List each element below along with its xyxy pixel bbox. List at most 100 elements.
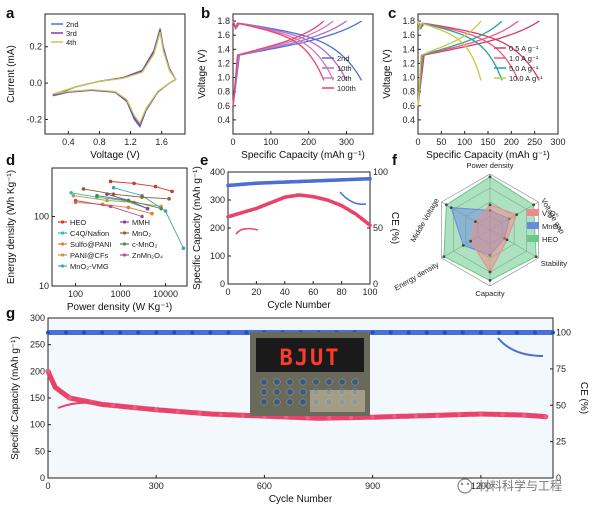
chart-g-ytick-label: 300 — [30, 313, 45, 323]
chart-d-point — [140, 214, 144, 219]
chart-g-xtick-label: 600 — [257, 481, 272, 491]
chart-e-xtick-label: 0 — [225, 287, 230, 297]
chart-g-ce-point — [136, 330, 141, 335]
chart-b-ytick-label: 1.2 — [217, 58, 230, 68]
chart-g-y2tick-label: 25 — [556, 437, 566, 447]
panel-label-b: b — [201, 5, 210, 22]
chart-d-legend-label: Sulfo@PANI — [70, 240, 112, 249]
chart-b-ytick-label: 1.4 — [217, 44, 230, 54]
chart-g-capacity-point — [45, 369, 51, 374]
chart-g-ytick-label: 250 — [30, 340, 45, 350]
chart-d-ytick-label: 10 — [39, 281, 49, 291]
chart-f-axis-label: Stability — [541, 259, 568, 268]
chart-a-ylabel: Current (mA) — [6, 45, 17, 103]
chart-b-ytick-label: 1.8 — [217, 16, 230, 26]
chart-d-frame — [51, 167, 188, 287]
chart-g-capacity-point — [413, 413, 419, 419]
chart-d-xtick-label: 100 — [68, 289, 83, 299]
chart-g-xtick-label: 900 — [365, 481, 380, 491]
chart-g-ce-point — [208, 330, 213, 335]
chart-f-legend-swatch — [527, 235, 539, 242]
chart-f-legend-label: MnO₂ — [542, 222, 561, 231]
chart-d-series-line-3 — [75, 201, 153, 215]
chart-g-y2label: CE (%) — [578, 382, 589, 414]
chart-d-legend-label: PANI@CFs — [70, 251, 109, 260]
chart-g-capacity-point — [154, 407, 159, 412]
inset-cell — [351, 378, 359, 386]
chart-f-axis-label: Power density — [466, 161, 513, 170]
chart-b-ylabel: Voltage (V) — [197, 49, 208, 98]
chart-c-charge-line-4 — [417, 20, 482, 106]
chart-g-ce-point — [64, 330, 69, 335]
chart-g-ce-point — [100, 330, 105, 335]
chart-g-ce-point — [551, 330, 555, 335]
inset-cell — [312, 378, 320, 386]
chart-g-capacity-point — [478, 411, 484, 417]
chart-c-xtick-label: 100 — [457, 137, 472, 147]
chart-g-ce-point — [496, 330, 501, 335]
chart-c-legend-label: 0.5 A g⁻¹ — [509, 44, 539, 53]
chart-d-point — [111, 192, 116, 196]
chart-b-xtick-label: 200 — [301, 137, 316, 147]
chart-c-xtick-label: 0 — [415, 137, 420, 147]
chart-a-xtick-label: 0.8 — [93, 137, 106, 147]
chart-c-charge-line-2 — [417, 20, 519, 106]
chart-g-ce-point — [370, 330, 375, 335]
chart-c-legend-label: 10.0 A g⁻¹ — [509, 74, 543, 83]
chart-b-discharge-line-4 — [232, 20, 325, 81]
chart-d-point — [181, 246, 186, 251]
chart-b-ytick-label: 1.6 — [217, 30, 230, 40]
chart-f-point — [469, 239, 473, 243]
chart-d-point — [95, 193, 99, 198]
chart-d-legend-label: ZnMn₂O₄ — [132, 251, 163, 260]
chart-g-capacity-point — [457, 412, 462, 417]
chart-g-arrow-left — [57, 401, 104, 409]
chart-g-ytick-label: 50 — [35, 446, 45, 456]
chart-a-legend-label: 3rd — [66, 29, 77, 38]
chart-d-point — [73, 198, 78, 203]
chart-g-capacity-point — [67, 395, 72, 401]
chart-f-point — [505, 238, 509, 242]
chart-g-ce-point — [82, 330, 87, 335]
inset-cell — [299, 378, 307, 386]
chart-e-ylabel: Specific Capacity (mAh g⁻¹) — [192, 166, 203, 290]
inset-cell — [273, 388, 281, 396]
chart-d-legend-marker — [122, 220, 127, 224]
chart-c-xtick-label: 250 — [527, 137, 542, 147]
chart-a-ytick-label: -0.2 — [26, 114, 42, 124]
chart-d-legend-marker — [60, 264, 65, 268]
chart-a-ytick-label: 0.0 — [29, 78, 42, 88]
chart-d-ytick-label: 100 — [34, 212, 49, 222]
chart-g-capacity-point — [175, 409, 181, 414]
chart-d-legend-label: MMH — [132, 218, 150, 227]
chart-g-ytick-label: 100 — [30, 420, 45, 430]
chart-g-ytick-label: 0 — [40, 473, 45, 483]
chart-d-series-line-7 — [83, 188, 170, 200]
chart-g-capacity-line — [45, 368, 549, 421]
panel-label-a: a — [6, 5, 15, 22]
inset-cell — [325, 378, 333, 386]
chart-e-arrow-left — [235, 227, 259, 235]
chart-d-legend-marker — [122, 253, 127, 257]
chart-f-point — [488, 175, 492, 179]
chart-d-legend-label: C4Q/Nafion — [70, 229, 109, 238]
chart-d-point — [163, 209, 168, 213]
panel-label-g: g — [6, 305, 15, 322]
chart-f-point — [449, 206, 453, 210]
chart-d-legend-label: HEO — [70, 218, 86, 227]
chart-d-point — [159, 206, 163, 211]
chart-f-point — [515, 213, 519, 217]
chart-c-discharge-line-1 — [417, 20, 540, 81]
chart-b-ytick-label: 0.8 — [217, 87, 230, 97]
chart-c-ytick-label: 1.2 — [402, 58, 415, 68]
chart-a-xlabel: Voltage (V) — [90, 150, 139, 161]
chart-f-point — [488, 203, 492, 207]
chart-g-capacity-point — [500, 412, 505, 417]
chart-a-xtick-label: 1.2 — [124, 137, 137, 147]
chart-d-point — [140, 195, 144, 199]
chart-f-axis-label: Middle Voltage — [409, 197, 441, 244]
chart-g-capacity-point — [543, 414, 548, 419]
chart-f-point — [444, 203, 448, 207]
panel-label-e: e — [200, 152, 208, 169]
chart-g-capacity-point — [435, 413, 440, 418]
